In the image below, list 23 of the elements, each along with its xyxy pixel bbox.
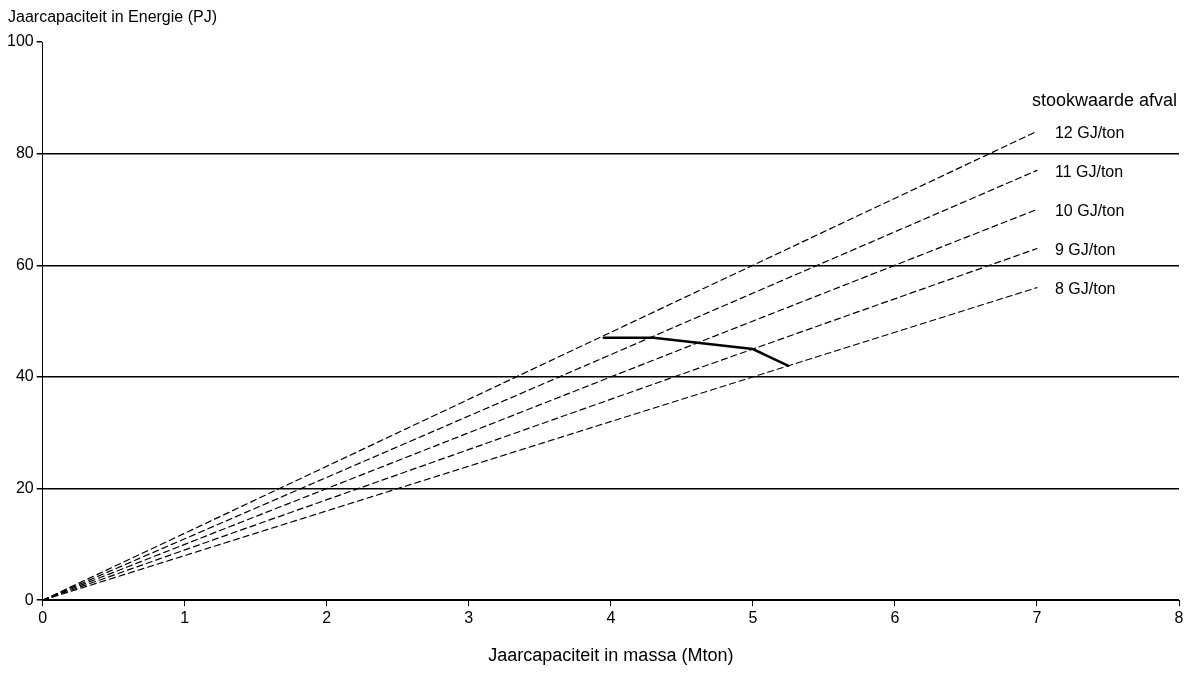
x-tick-label: 8 xyxy=(1174,609,1184,627)
legend-title: stookwaarde afval xyxy=(1031,90,1177,111)
series-label: 11 GJ/ton xyxy=(1054,162,1124,180)
series-label: 10 GJ/ton xyxy=(1054,201,1125,219)
y-tick-label: 20 xyxy=(15,478,34,496)
x-tick-label: 6 xyxy=(890,609,900,627)
x-tick-label: 3 xyxy=(464,609,474,627)
x-tick-label: 0 xyxy=(38,609,48,627)
x-tick-label: 2 xyxy=(322,609,332,627)
series-label: 12 GJ/ton xyxy=(1054,123,1125,141)
y-tick-label: 0 xyxy=(24,590,34,608)
x-axis-title: Jaarcapaciteit in massa (Mton) xyxy=(488,645,734,666)
x-tick-label: 4 xyxy=(606,609,616,627)
x-tick-label: 5 xyxy=(748,609,758,627)
x-tick-label: 1 xyxy=(180,609,190,627)
y-tick-label: 40 xyxy=(15,367,34,385)
y-tick-label: 60 xyxy=(15,255,34,273)
series-label: 8 GJ/ton xyxy=(1054,280,1116,298)
y-axis-title: Jaarcapaciteit in Energie (PJ) xyxy=(8,8,217,26)
y-tick-label: 100 xyxy=(6,32,34,50)
y-tick-label: 80 xyxy=(15,144,34,162)
series-label: 9 GJ/ton xyxy=(1054,240,1116,258)
x-tick-label: 7 xyxy=(1032,609,1042,627)
